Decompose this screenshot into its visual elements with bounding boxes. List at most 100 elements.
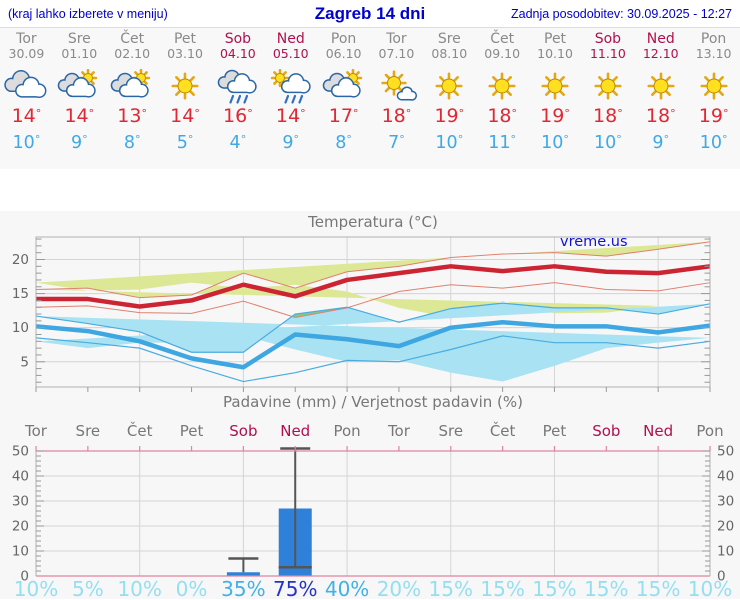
day-date: 04.10 <box>219 46 256 61</box>
day-column[interactable]: Pet 03.10 14° 5° <box>159 28 212 169</box>
day-column[interactable]: Tor 07.10 18° 7° <box>370 28 423 169</box>
precipitation-bar <box>226 572 260 576</box>
precip-day-label: Čet <box>127 421 153 440</box>
precip-probability-label: 10% <box>117 577 161 599</box>
min-temp: 9° <box>70 133 88 153</box>
precipitation-chart-title: Padavine (mm) / Verjetnost padavin (%) <box>223 393 523 411</box>
precip-axis-label-right: 40 <box>717 469 734 485</box>
vreme-watermark-link[interactable]: vreme.us <box>560 234 628 250</box>
precip-probability-label: 15% <box>584 577 628 599</box>
min-temp: 11° <box>488 133 517 153</box>
min-temp: 10° <box>541 133 569 153</box>
precip-axis-label-left: 50 <box>12 444 29 460</box>
band-overlap <box>292 307 349 318</box>
max-temp: 18° <box>593 105 623 127</box>
temp-axis-label: 5 <box>20 354 29 370</box>
day-column[interactable]: Pon 13.10 19° 10° <box>687 28 740 169</box>
min-temp: 10° <box>699 133 728 153</box>
day-column[interactable]: Čet 09.10 18° 11° <box>476 28 529 169</box>
day-column[interactable]: Pet 10.10 19° 10° <box>529 28 582 169</box>
sunny-icon <box>435 72 463 100</box>
min-temp: 8° <box>335 133 352 153</box>
day-name: Sre <box>437 31 461 47</box>
precip-probability-label: 0% <box>176 577 208 599</box>
precip-probability-label: 40% <box>325 577 369 599</box>
precip-axis-label-left: 0 <box>20 569 29 585</box>
min-temp: 9° <box>652 133 670 153</box>
min-temp-line <box>35 319 711 370</box>
temperature-chart <box>35 236 711 392</box>
sunny-icon <box>488 72 516 100</box>
precip-day-label: Sob <box>592 422 620 440</box>
sunny-icon <box>700 72 728 100</box>
precip-day-label: Sob <box>229 422 257 440</box>
day-date: 07.10 <box>378 46 415 61</box>
max-temp: 19° <box>434 105 465 127</box>
precip-axis-label-left: 10 <box>12 544 29 560</box>
precip-axis-label-right: 10 <box>717 544 734 560</box>
section-gap <box>0 169 740 211</box>
precip-probability-label: 10% <box>14 577 58 599</box>
day-column[interactable]: Ned 12.10 18° 9° <box>634 28 687 169</box>
min-temp: 10° <box>593 133 622 153</box>
day-column[interactable]: Sob 04.10 16° 4° <box>211 28 264 169</box>
precip-probability-label: 5% <box>72 577 104 599</box>
max-temp: 14° <box>11 105 42 127</box>
max-temp-band <box>36 241 710 318</box>
precip-day-label: Ned <box>643 422 673 440</box>
precip-day-label: Pet <box>180 422 204 440</box>
temp-axis-label: 15 <box>12 286 29 302</box>
day-date: 01.10 <box>61 46 98 61</box>
sunny-icon <box>171 72 199 100</box>
precip-axis-label-left: 40 <box>12 469 29 485</box>
day-column[interactable]: Ned 05.10 14° 9° <box>264 28 317 169</box>
day-name: Pon <box>330 31 357 47</box>
min-temp: 10° <box>435 133 464 153</box>
max-temp: 13° <box>117 105 147 127</box>
day-date: 30.09 <box>8 46 45 61</box>
precip-axis-label-right: 0 <box>717 569 726 585</box>
day-column[interactable]: Tor 30.09 14° 10° <box>0 28 53 169</box>
day-column[interactable]: Sre 08.10 19° 10° <box>423 28 476 169</box>
precip-probability-label: 35% <box>221 577 265 599</box>
day-date: 09.10 <box>484 46 521 61</box>
min-temp: 7° <box>388 133 405 153</box>
max-temp: 18° <box>645 105 676 127</box>
min-temp: 8° <box>123 133 141 153</box>
max-temp: 17° <box>328 105 359 127</box>
day-column[interactable]: Sob 11.10 18° 10° <box>581 28 634 169</box>
day-date: 10.10 <box>537 46 573 61</box>
precip-probability-label: 15% <box>429 577 473 599</box>
day-name: Tor <box>16 31 37 47</box>
precip-axis-label-right: 30 <box>717 494 734 510</box>
precip-probability-label: 20% <box>377 577 421 599</box>
forecast-strip: Tor 30.09 14° 10° Sre 01.10 14° 9° Čet 02.10 13° 8°… <box>0 28 740 169</box>
precip-probability-label: 15% <box>532 577 576 599</box>
day-name: Ned <box>646 31 675 47</box>
precip-day-label: Sre <box>438 422 463 440</box>
day-name: Sob <box>594 31 622 47</box>
max-temp: 19° <box>540 105 570 127</box>
precip-day-label: Pet <box>543 422 567 440</box>
day-date: 12.10 <box>642 46 679 61</box>
rain-icon <box>217 69 257 104</box>
day-column[interactable]: Pon 06.10 17° 8° <box>317 28 370 169</box>
sunny-icon <box>647 72 675 100</box>
partly-cloudy-icon <box>110 69 151 98</box>
charts-section: 5 10 15 20 Temperatura (°C) vreme.us 0 0 10 10 20 2… <box>0 211 740 599</box>
precip-day-label: Čet <box>490 421 516 440</box>
max-temp: 18° <box>381 105 412 127</box>
precip-probability-label: 10% <box>688 577 732 599</box>
day-name: Ned <box>276 31 305 47</box>
precip-day-label: Sre <box>76 422 101 440</box>
day-date: 13.10 <box>695 46 732 61</box>
precip-probability-label: 15% <box>480 577 524 599</box>
temp-axis-label: 20 <box>12 252 29 268</box>
day-column[interactable]: Čet 02.10 13° 8° <box>106 28 159 169</box>
max-temp: 16° <box>223 105 253 127</box>
day-name: Pon <box>700 31 727 47</box>
min-temp: 10° <box>12 133 41 153</box>
day-date: 02.10 <box>114 46 151 61</box>
day-column[interactable]: Sre 01.10 14° 9° <box>53 28 106 169</box>
